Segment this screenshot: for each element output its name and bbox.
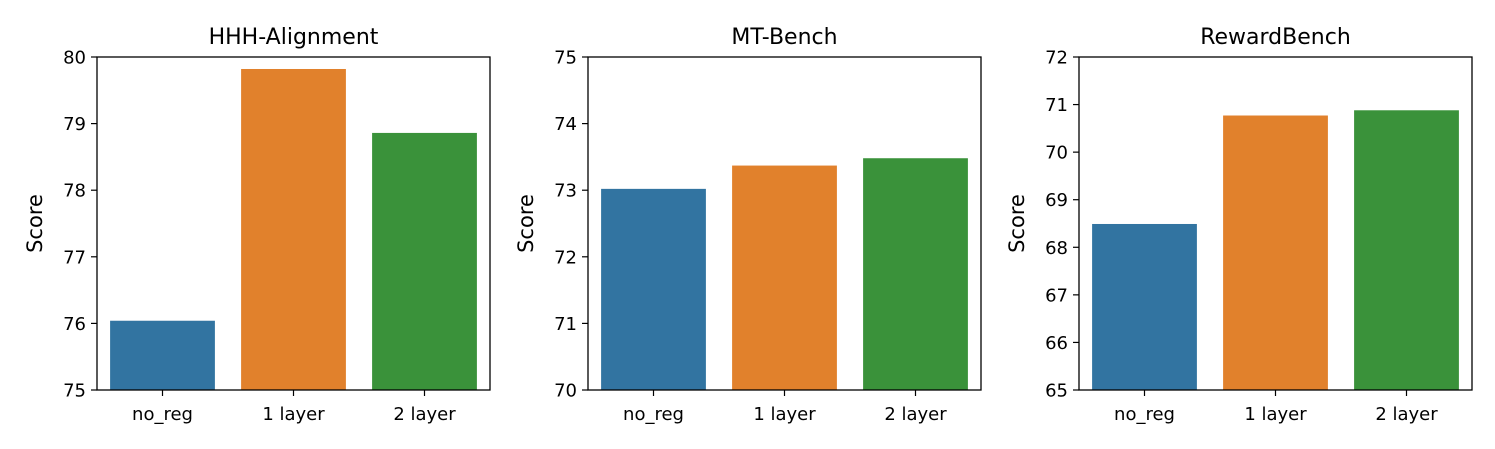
bar (732, 166, 837, 390)
x-tick-label: no_reg (1114, 404, 1175, 425)
y-tick-label: 72 (1045, 48, 1068, 69)
y-tick-label: 68 (1045, 238, 1068, 259)
y-tick-label: 73 (554, 181, 577, 202)
y-tick-label: 79 (63, 114, 86, 135)
y-tick-label: 67 (1045, 285, 1068, 306)
bar (1223, 116, 1328, 390)
x-tick-label: 1 layer (262, 404, 325, 425)
x-tick-label: 2 layer (1375, 404, 1438, 425)
bar (601, 189, 706, 390)
chart-panel-2: 70 71 72 73 74 75 no_reg 1 layer 2 layer MT-Bench… (514, 25, 981, 425)
y-tick-label: 76 (63, 314, 86, 335)
bar (110, 321, 215, 390)
y-tick-label: 77 (63, 247, 86, 268)
y-tick-label: 80 (63, 48, 86, 69)
bar (1092, 224, 1197, 390)
y-tick-label: 71 (1045, 95, 1068, 116)
y-tick-label: 78 (63, 181, 86, 202)
chart-panel-1: 75 76 77 78 79 80 no_reg 1 layer 2 layer HHH-Alig… (23, 25, 490, 425)
bar (241, 69, 346, 390)
bar (863, 158, 968, 390)
x-tick-label: 2 layer (393, 404, 456, 425)
x-tick-label: 2 layer (884, 404, 947, 425)
chart-title: MT-Bench (731, 25, 837, 50)
y-tick-label: 74 (554, 114, 577, 135)
chart-title: RewardBench (1200, 25, 1351, 50)
y-tick-label: 72 (554, 247, 577, 268)
x-tick-label: 1 layer (1244, 404, 1307, 425)
x-tick-label: 1 layer (753, 404, 816, 425)
chart-panel-3: 65 66 67 68 69 70 71 72 no_reg 1 layer 2 layer Rewa… (1005, 25, 1472, 425)
y-tick-label: 65 (1045, 381, 1068, 402)
bar (372, 133, 477, 390)
x-tick-label: no_reg (132, 404, 193, 425)
y-axis-label: Score (23, 194, 47, 253)
chart-title: HHH-Alignment (209, 25, 379, 50)
y-tick-label: 66 (1045, 333, 1068, 354)
y-axis-label: Score (1005, 194, 1029, 253)
y-tick-label: 75 (63, 381, 86, 402)
x-tick-label: no_reg (623, 404, 684, 425)
y-tick-label: 71 (554, 314, 577, 335)
y-tick-label: 75 (554, 48, 577, 69)
y-tick-label: 70 (554, 381, 577, 402)
y-tick-label: 70 (1045, 143, 1068, 164)
y-axis-label: Score (514, 194, 538, 253)
bar (1354, 110, 1459, 390)
y-tick-label: 69 (1045, 190, 1068, 211)
